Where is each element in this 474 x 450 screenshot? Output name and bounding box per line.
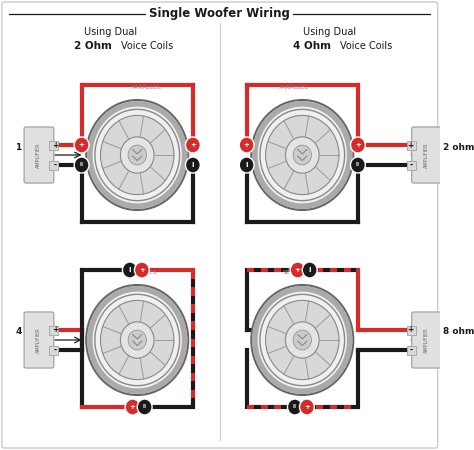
Circle shape <box>185 157 201 173</box>
Circle shape <box>86 285 188 395</box>
Circle shape <box>251 100 353 210</box>
Text: 1 ohm: 1 ohm <box>16 143 47 152</box>
Text: PARALLEL: PARALLEL <box>131 85 162 90</box>
Text: Single Woofer Wiring: Single Woofer Wiring <box>149 8 290 21</box>
Bar <box>407 161 416 170</box>
Text: +: + <box>79 142 84 148</box>
Circle shape <box>293 330 311 350</box>
Circle shape <box>239 157 254 173</box>
Circle shape <box>302 262 317 278</box>
Text: -: - <box>54 346 57 355</box>
Text: II: II <box>80 162 83 167</box>
Text: II: II <box>293 405 297 410</box>
Bar <box>49 140 58 149</box>
Text: SERIES: SERIES <box>136 270 157 275</box>
FancyBboxPatch shape <box>24 127 54 183</box>
Text: AMPLIFIER: AMPLIFIER <box>424 142 429 168</box>
Circle shape <box>122 262 137 278</box>
Text: +: + <box>130 404 136 410</box>
Circle shape <box>300 399 314 415</box>
Circle shape <box>251 285 353 395</box>
Circle shape <box>135 262 149 278</box>
Text: +: + <box>295 267 301 273</box>
Text: +: + <box>53 325 59 334</box>
Text: +: + <box>190 142 196 148</box>
Text: AMPLIFIER: AMPLIFIER <box>36 327 41 353</box>
Bar <box>49 325 58 334</box>
Text: I: I <box>309 267 311 273</box>
Text: -: - <box>409 161 412 170</box>
Circle shape <box>285 322 319 358</box>
Circle shape <box>350 157 365 173</box>
Bar <box>49 346 58 355</box>
Circle shape <box>86 100 188 210</box>
Text: 2 Ohm: 2 Ohm <box>74 41 112 51</box>
Bar <box>49 161 58 170</box>
Text: SERIES: SERIES <box>282 270 304 275</box>
Text: 2 ohm: 2 ohm <box>443 143 474 152</box>
Text: 4 ohm: 4 ohm <box>16 328 47 337</box>
Text: Using Dual: Using Dual <box>302 27 356 37</box>
Circle shape <box>74 157 89 173</box>
Circle shape <box>265 115 339 194</box>
Text: AMPLIFIER: AMPLIFIER <box>424 327 429 353</box>
Circle shape <box>287 399 302 415</box>
Circle shape <box>120 322 154 358</box>
Bar <box>407 140 416 149</box>
Text: Using Dual: Using Dual <box>84 27 137 37</box>
Text: +: + <box>304 404 310 410</box>
FancyBboxPatch shape <box>412 127 441 183</box>
FancyBboxPatch shape <box>412 312 441 368</box>
Text: I: I <box>191 162 194 168</box>
Circle shape <box>128 330 146 350</box>
Text: AMPLIFIER: AMPLIFIER <box>36 142 41 168</box>
Circle shape <box>293 145 311 165</box>
Circle shape <box>265 301 339 380</box>
Text: +: + <box>408 140 414 149</box>
Text: +: + <box>355 142 361 148</box>
Circle shape <box>137 399 152 415</box>
Circle shape <box>239 137 254 153</box>
Text: 8 ohm: 8 ohm <box>443 328 474 337</box>
Text: -: - <box>409 346 412 355</box>
Circle shape <box>185 137 201 153</box>
Text: +: + <box>408 325 414 334</box>
Text: PARALLEL: PARALLEL <box>278 85 308 90</box>
Text: -: - <box>54 161 57 170</box>
Circle shape <box>120 137 154 173</box>
Circle shape <box>350 137 365 153</box>
Circle shape <box>100 115 174 194</box>
Text: II: II <box>356 162 360 167</box>
Text: +: + <box>53 140 59 149</box>
Circle shape <box>290 262 305 278</box>
Text: II: II <box>143 405 146 410</box>
Circle shape <box>74 137 89 153</box>
Bar <box>407 325 416 334</box>
Text: Voice Coils: Voice Coils <box>340 41 392 51</box>
Circle shape <box>285 137 319 173</box>
Text: 4 Ohm: 4 Ohm <box>292 41 330 51</box>
Bar <box>407 346 416 355</box>
FancyBboxPatch shape <box>24 312 54 368</box>
Text: I: I <box>246 162 248 168</box>
Circle shape <box>128 145 146 165</box>
Text: Voice Coils: Voice Coils <box>121 41 174 51</box>
Text: +: + <box>244 142 250 148</box>
Text: I: I <box>128 267 131 273</box>
Text: +: + <box>139 267 145 273</box>
Circle shape <box>125 399 140 415</box>
Circle shape <box>100 301 174 380</box>
